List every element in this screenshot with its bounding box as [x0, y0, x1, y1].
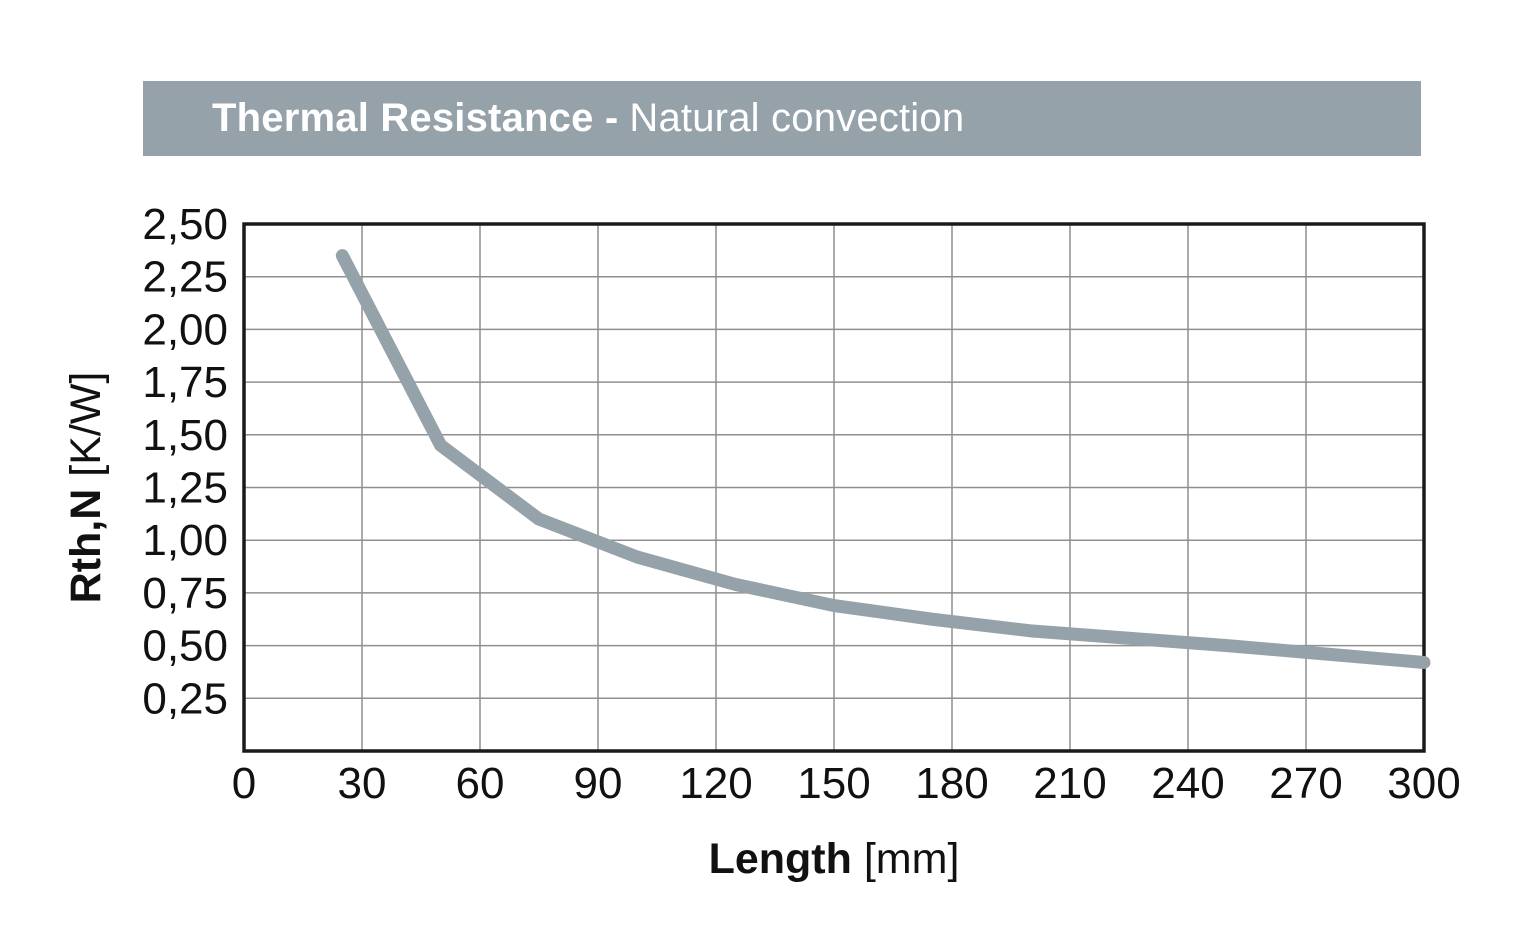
x-tick-label: 210 [1033, 759, 1106, 808]
x-tick-label: 240 [1151, 759, 1224, 808]
y-tick-label: 1,00 [142, 516, 228, 565]
plot-border [242, 222, 1426, 753]
y-axis-title: Rth,N [K/W] [62, 372, 110, 604]
x-tick-label: 120 [679, 759, 752, 808]
y-tick-label: 2,00 [142, 305, 228, 354]
x-tick-label: 30 [338, 759, 387, 808]
y-tick-label: 2,25 [142, 253, 228, 302]
x-tick-label: 90 [574, 759, 623, 808]
x-tick-label: 60 [456, 759, 505, 808]
x-tick-label: 300 [1387, 759, 1460, 808]
x-tick-label: 0 [232, 759, 256, 808]
x-tick-label: 180 [915, 759, 988, 808]
x-tick-label: 150 [797, 759, 870, 808]
y-tick-label: 2,50 [142, 200, 228, 249]
x-tick-label: 270 [1269, 759, 1342, 808]
chart-title-bold: Thermal Resistance - [212, 96, 619, 140]
y-tick-label: 1,75 [142, 358, 228, 407]
chart-title-bar: Thermal Resistance - Natural convection [143, 81, 1421, 156]
y-tick-label: 0,75 [142, 569, 228, 618]
data-line [335, 249, 1431, 669]
y-tick-label: 0,50 [142, 622, 228, 671]
x-axis-title: Length [mm] [709, 835, 960, 883]
chart-title-regular: Natural convection [629, 96, 965, 140]
y-tick-label: 1,50 [142, 411, 228, 460]
y-tick-label: 0,25 [142, 674, 228, 723]
y-tick-label: 1,25 [142, 464, 228, 513]
